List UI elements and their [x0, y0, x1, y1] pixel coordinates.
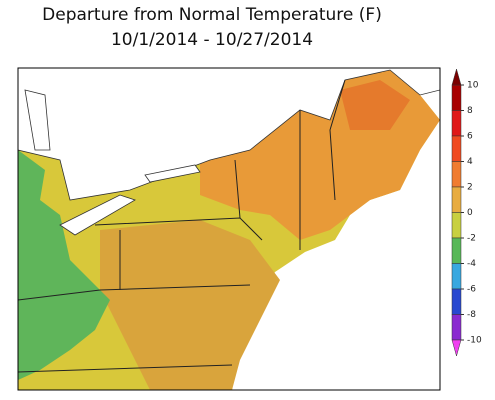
colorbar-segment	[451, 161, 462, 188]
colorbar-tick-label: -6	[467, 285, 476, 295]
title-line-2: 10/1/2014 - 10/27/2014	[111, 30, 313, 50]
colorbar-segment	[451, 212, 462, 239]
colorbar-segment	[451, 314, 462, 341]
colorbar-segment	[451, 110, 462, 137]
lake-erie	[59, 194, 136, 236]
colorbar-segment	[451, 186, 462, 213]
colorbar-segment	[451, 288, 462, 315]
colorbar-tick-label: 0	[467, 208, 473, 218]
cool-region	[18, 150, 110, 380]
colorbar-tick-label: -10	[467, 336, 482, 346]
warm-region-south	[100, 220, 280, 390]
colorbar-segment	[451, 263, 462, 290]
colorbar-tick-label: -4	[467, 259, 476, 269]
colorbar-segment	[451, 135, 462, 162]
colorbar-tick-label: -8	[467, 310, 476, 320]
canada-lakes	[17, 67, 441, 201]
lake-ontario	[144, 164, 201, 183]
colorbar-tick-label: 2	[467, 183, 473, 193]
colorbar-tick-label: 10	[467, 81, 479, 91]
map	[17, 67, 441, 391]
colorbar-tick-label: 4	[467, 157, 473, 167]
title-line-1: Departure from Normal Temperature (F)	[42, 5, 382, 25]
lake-michigan	[24, 89, 51, 151]
colorbar-end-high	[451, 68, 462, 86]
colorbar-end-low	[451, 339, 462, 357]
legend: 10 8 6 4 2 0 -2 -4 -6 -8 -10	[451, 68, 482, 357]
warm-core	[340, 80, 410, 130]
colorbar-tick-label: 8	[467, 106, 473, 116]
colorbar-tick-label: 6	[467, 132, 473, 142]
map-frame	[17, 67, 441, 391]
colorbar-segment	[451, 84, 462, 111]
state-lines	[17, 79, 346, 373]
colorbar-tick-label: -2	[467, 234, 476, 244]
colorbar-segment	[451, 237, 462, 264]
